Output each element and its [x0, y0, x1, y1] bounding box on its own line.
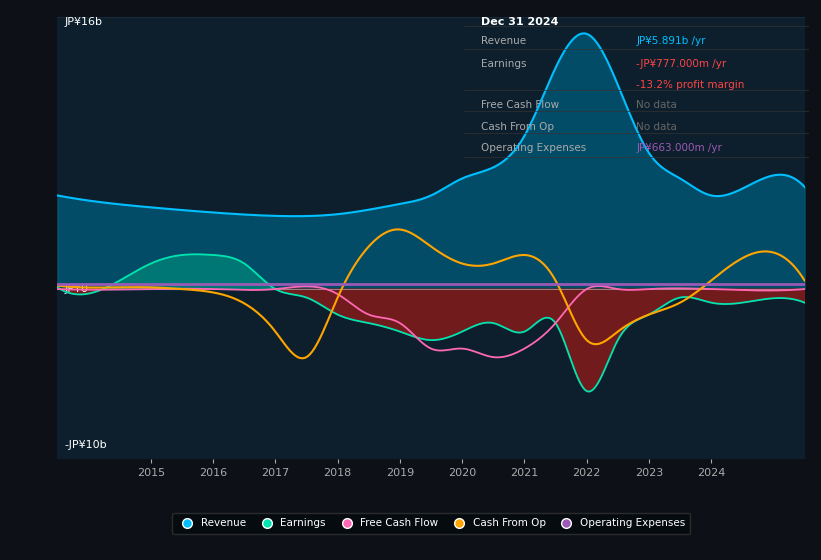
Text: -JP¥777.000m /yr: -JP¥777.000m /yr [636, 59, 727, 69]
Text: Operating Expenses: Operating Expenses [481, 143, 586, 153]
Text: -JP¥10b: -JP¥10b [65, 440, 108, 450]
Text: JP¥5.891b /yr: JP¥5.891b /yr [636, 36, 706, 46]
Text: -13.2% profit margin: -13.2% profit margin [636, 80, 745, 90]
Text: Cash From Op: Cash From Op [481, 122, 554, 132]
Text: Earnings: Earnings [481, 59, 526, 69]
Text: JP¥16b: JP¥16b [65, 17, 103, 27]
Text: JP¥0: JP¥0 [65, 284, 89, 294]
Text: JP¥663.000m /yr: JP¥663.000m /yr [636, 143, 722, 153]
Text: Revenue: Revenue [481, 36, 526, 46]
Legend: Revenue, Earnings, Free Cash Flow, Cash From Op, Operating Expenses: Revenue, Earnings, Free Cash Flow, Cash … [172, 513, 690, 534]
Text: No data: No data [636, 100, 677, 110]
Text: Dec 31 2024: Dec 31 2024 [481, 17, 558, 27]
Text: Free Cash Flow: Free Cash Flow [481, 100, 559, 110]
Text: No data: No data [636, 122, 677, 132]
